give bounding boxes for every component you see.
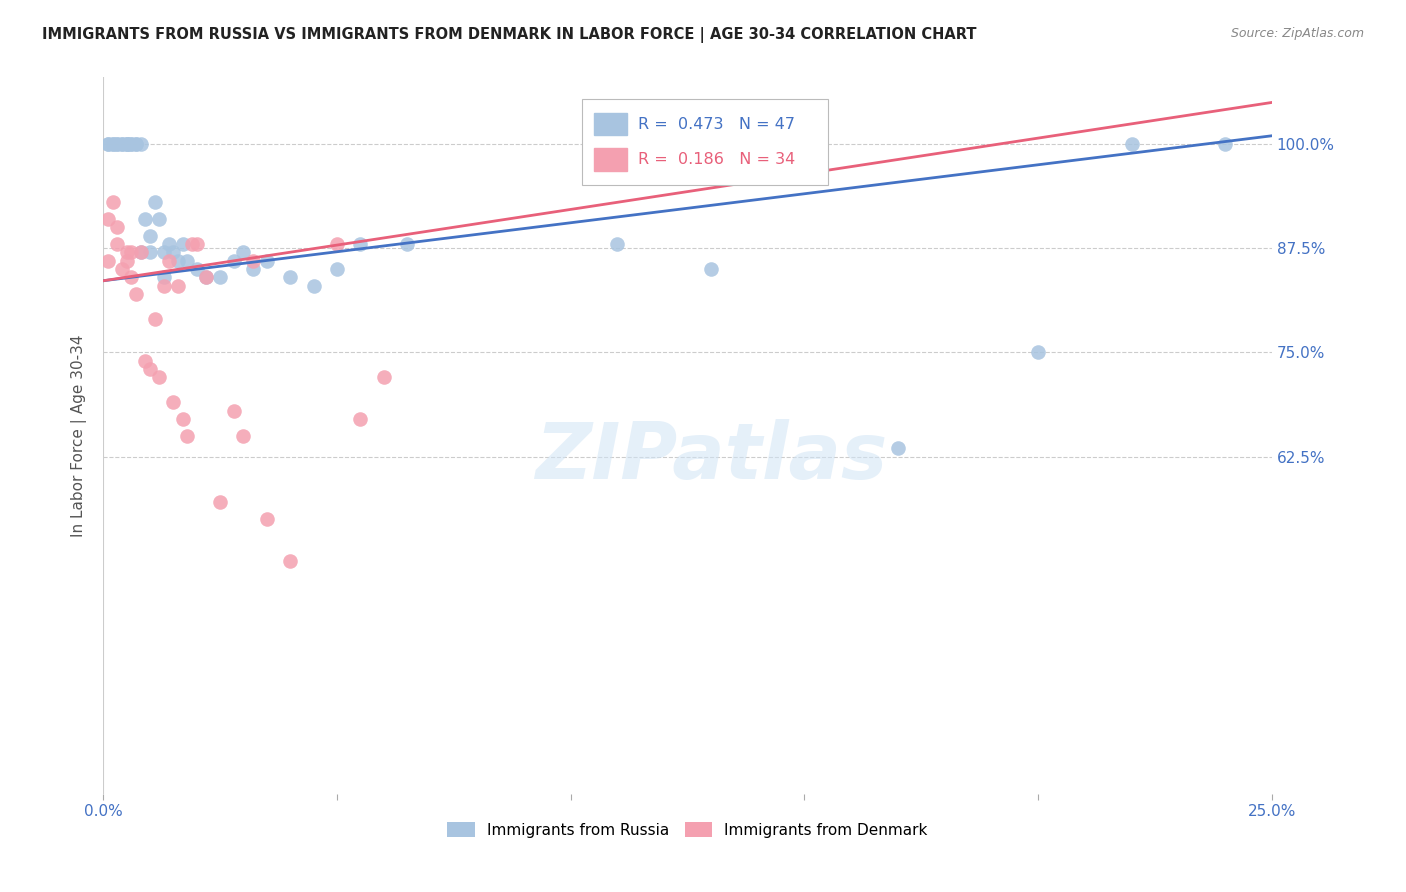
Point [209, 270, 232, 285]
Point [129, 245, 152, 260]
Point [172, 412, 194, 426]
Point [157, 237, 180, 252]
Point [153, 270, 176, 285]
Point [232, 245, 254, 260]
Point [120, 245, 142, 260]
Point [111, 137, 134, 152]
Point [125, 287, 148, 301]
Point [176, 428, 198, 442]
Point [120, 137, 142, 152]
Point [167, 278, 190, 293]
Bar [595, 112, 627, 136]
Point [139, 245, 162, 260]
Point [1121, 137, 1143, 152]
Point [1026, 345, 1049, 359]
Point [139, 228, 162, 243]
Point [162, 245, 184, 260]
Point [97, 212, 120, 227]
Point [349, 237, 371, 252]
Point [120, 270, 142, 285]
Text: IMMIGRANTS FROM RUSSIA VS IMMIGRANTS FROM DENMARK IN LABOR FORCE | AGE 30-34 COR: IMMIGRANTS FROM RUSSIA VS IMMIGRANTS FRO… [42, 27, 977, 43]
Point [115, 253, 138, 268]
Point [396, 237, 419, 252]
Point [278, 270, 301, 285]
Point [111, 262, 134, 277]
Point [143, 195, 166, 210]
Text: Source: ZipAtlas.com: Source: ZipAtlas.com [1230, 27, 1364, 40]
Point [278, 554, 301, 568]
Point [129, 137, 152, 152]
Point [125, 137, 148, 152]
Point [97, 253, 120, 268]
Point [224, 253, 246, 268]
Point [115, 245, 138, 260]
Text: ZIPatlas: ZIPatlas [534, 419, 887, 495]
Point [176, 253, 198, 268]
Point [700, 262, 723, 277]
Point [209, 495, 232, 509]
Point [181, 237, 204, 252]
Point [105, 237, 128, 252]
Point [326, 262, 349, 277]
Point [105, 137, 128, 152]
Point [115, 137, 138, 152]
Text: R =  0.473   N = 47: R = 0.473 N = 47 [638, 117, 796, 131]
Point [101, 137, 124, 152]
Point [105, 220, 128, 235]
Point [129, 245, 152, 260]
Point [232, 428, 254, 442]
Point [134, 353, 156, 368]
FancyBboxPatch shape [582, 99, 828, 185]
Point [148, 370, 170, 384]
Point [242, 262, 264, 277]
Point [97, 137, 120, 152]
Point [153, 278, 176, 293]
Y-axis label: In Labor Force | Age 30-34: In Labor Force | Age 30-34 [72, 334, 87, 537]
Point [139, 362, 162, 376]
Point [105, 137, 128, 152]
Point [172, 237, 194, 252]
Point [326, 237, 349, 252]
Point [101, 195, 124, 210]
Point [195, 270, 218, 285]
Point [134, 212, 156, 227]
Legend: Immigrants from Russia, Immigrants from Denmark: Immigrants from Russia, Immigrants from … [441, 815, 934, 844]
Point [153, 245, 176, 260]
Point [167, 253, 190, 268]
Point [195, 270, 218, 285]
Point [256, 253, 278, 268]
Point [157, 253, 180, 268]
Point [242, 253, 264, 268]
Point [97, 137, 120, 152]
Point [256, 512, 278, 526]
Point [111, 137, 134, 152]
Point [606, 237, 628, 252]
Point [186, 237, 208, 252]
Point [224, 403, 246, 417]
Point [120, 137, 142, 152]
Point [887, 441, 910, 455]
Point [1213, 137, 1236, 152]
Point [349, 412, 371, 426]
Point [373, 370, 395, 384]
Point [101, 137, 124, 152]
Point [302, 278, 325, 293]
Point [162, 395, 184, 409]
Bar [595, 148, 627, 171]
Text: R =  0.186   N = 34: R = 0.186 N = 34 [638, 153, 796, 168]
Point [148, 212, 170, 227]
Point [115, 137, 138, 152]
Point [143, 312, 166, 326]
Point [186, 262, 208, 277]
Point [115, 137, 138, 152]
Point [125, 137, 148, 152]
